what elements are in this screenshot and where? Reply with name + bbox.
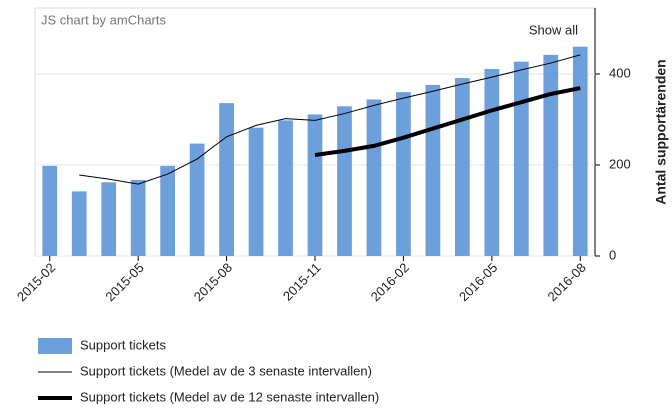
x-tick-label: 2016-02 <box>368 260 412 304</box>
bar <box>101 182 117 256</box>
bar <box>71 191 87 256</box>
bar <box>219 103 234 256</box>
line <box>79 54 581 185</box>
bar <box>366 99 382 256</box>
y-tick-label: 200 <box>609 156 631 171</box>
bar <box>543 54 559 257</box>
x-tick-label: 2015-11 <box>280 260 324 304</box>
bar <box>513 61 529 257</box>
legend-label: Support tickets (Medel av de 12 senaste … <box>80 389 379 404</box>
x-tick-label: 2015-02 <box>14 260 58 304</box>
y-tick-label: 0 <box>609 247 616 262</box>
x-tick-label: 2016-05 <box>456 260 500 304</box>
x-tick-label: 2016-08 <box>544 260 588 304</box>
bar <box>307 114 323 256</box>
legend-label: Support tickets <box>80 337 166 352</box>
bar <box>278 120 293 256</box>
credit: JS chart by amCharts <box>41 12 166 27</box>
bar <box>337 106 352 256</box>
bar <box>484 68 500 256</box>
line <box>314 86 581 157</box>
bar <box>248 127 264 256</box>
show-all-button[interactable]: Show all <box>529 22 578 37</box>
bar <box>396 92 411 256</box>
bar <box>455 78 470 257</box>
x-tick-label: 2015-05 <box>102 260 146 304</box>
y-axis-label: Antal supportärenden <box>653 59 669 204</box>
bar <box>189 143 205 256</box>
bar <box>130 180 146 256</box>
x-tick-label: 2015-08 <box>191 260 235 304</box>
y-tick-label: 400 <box>609 65 631 80</box>
bar <box>572 46 588 257</box>
bar <box>42 165 58 256</box>
legend-label: Support tickets (Medel av de 3 senaste i… <box>80 363 372 378</box>
bar <box>160 165 175 256</box>
bar <box>425 84 441 256</box>
legend-swatch <box>38 338 72 354</box>
